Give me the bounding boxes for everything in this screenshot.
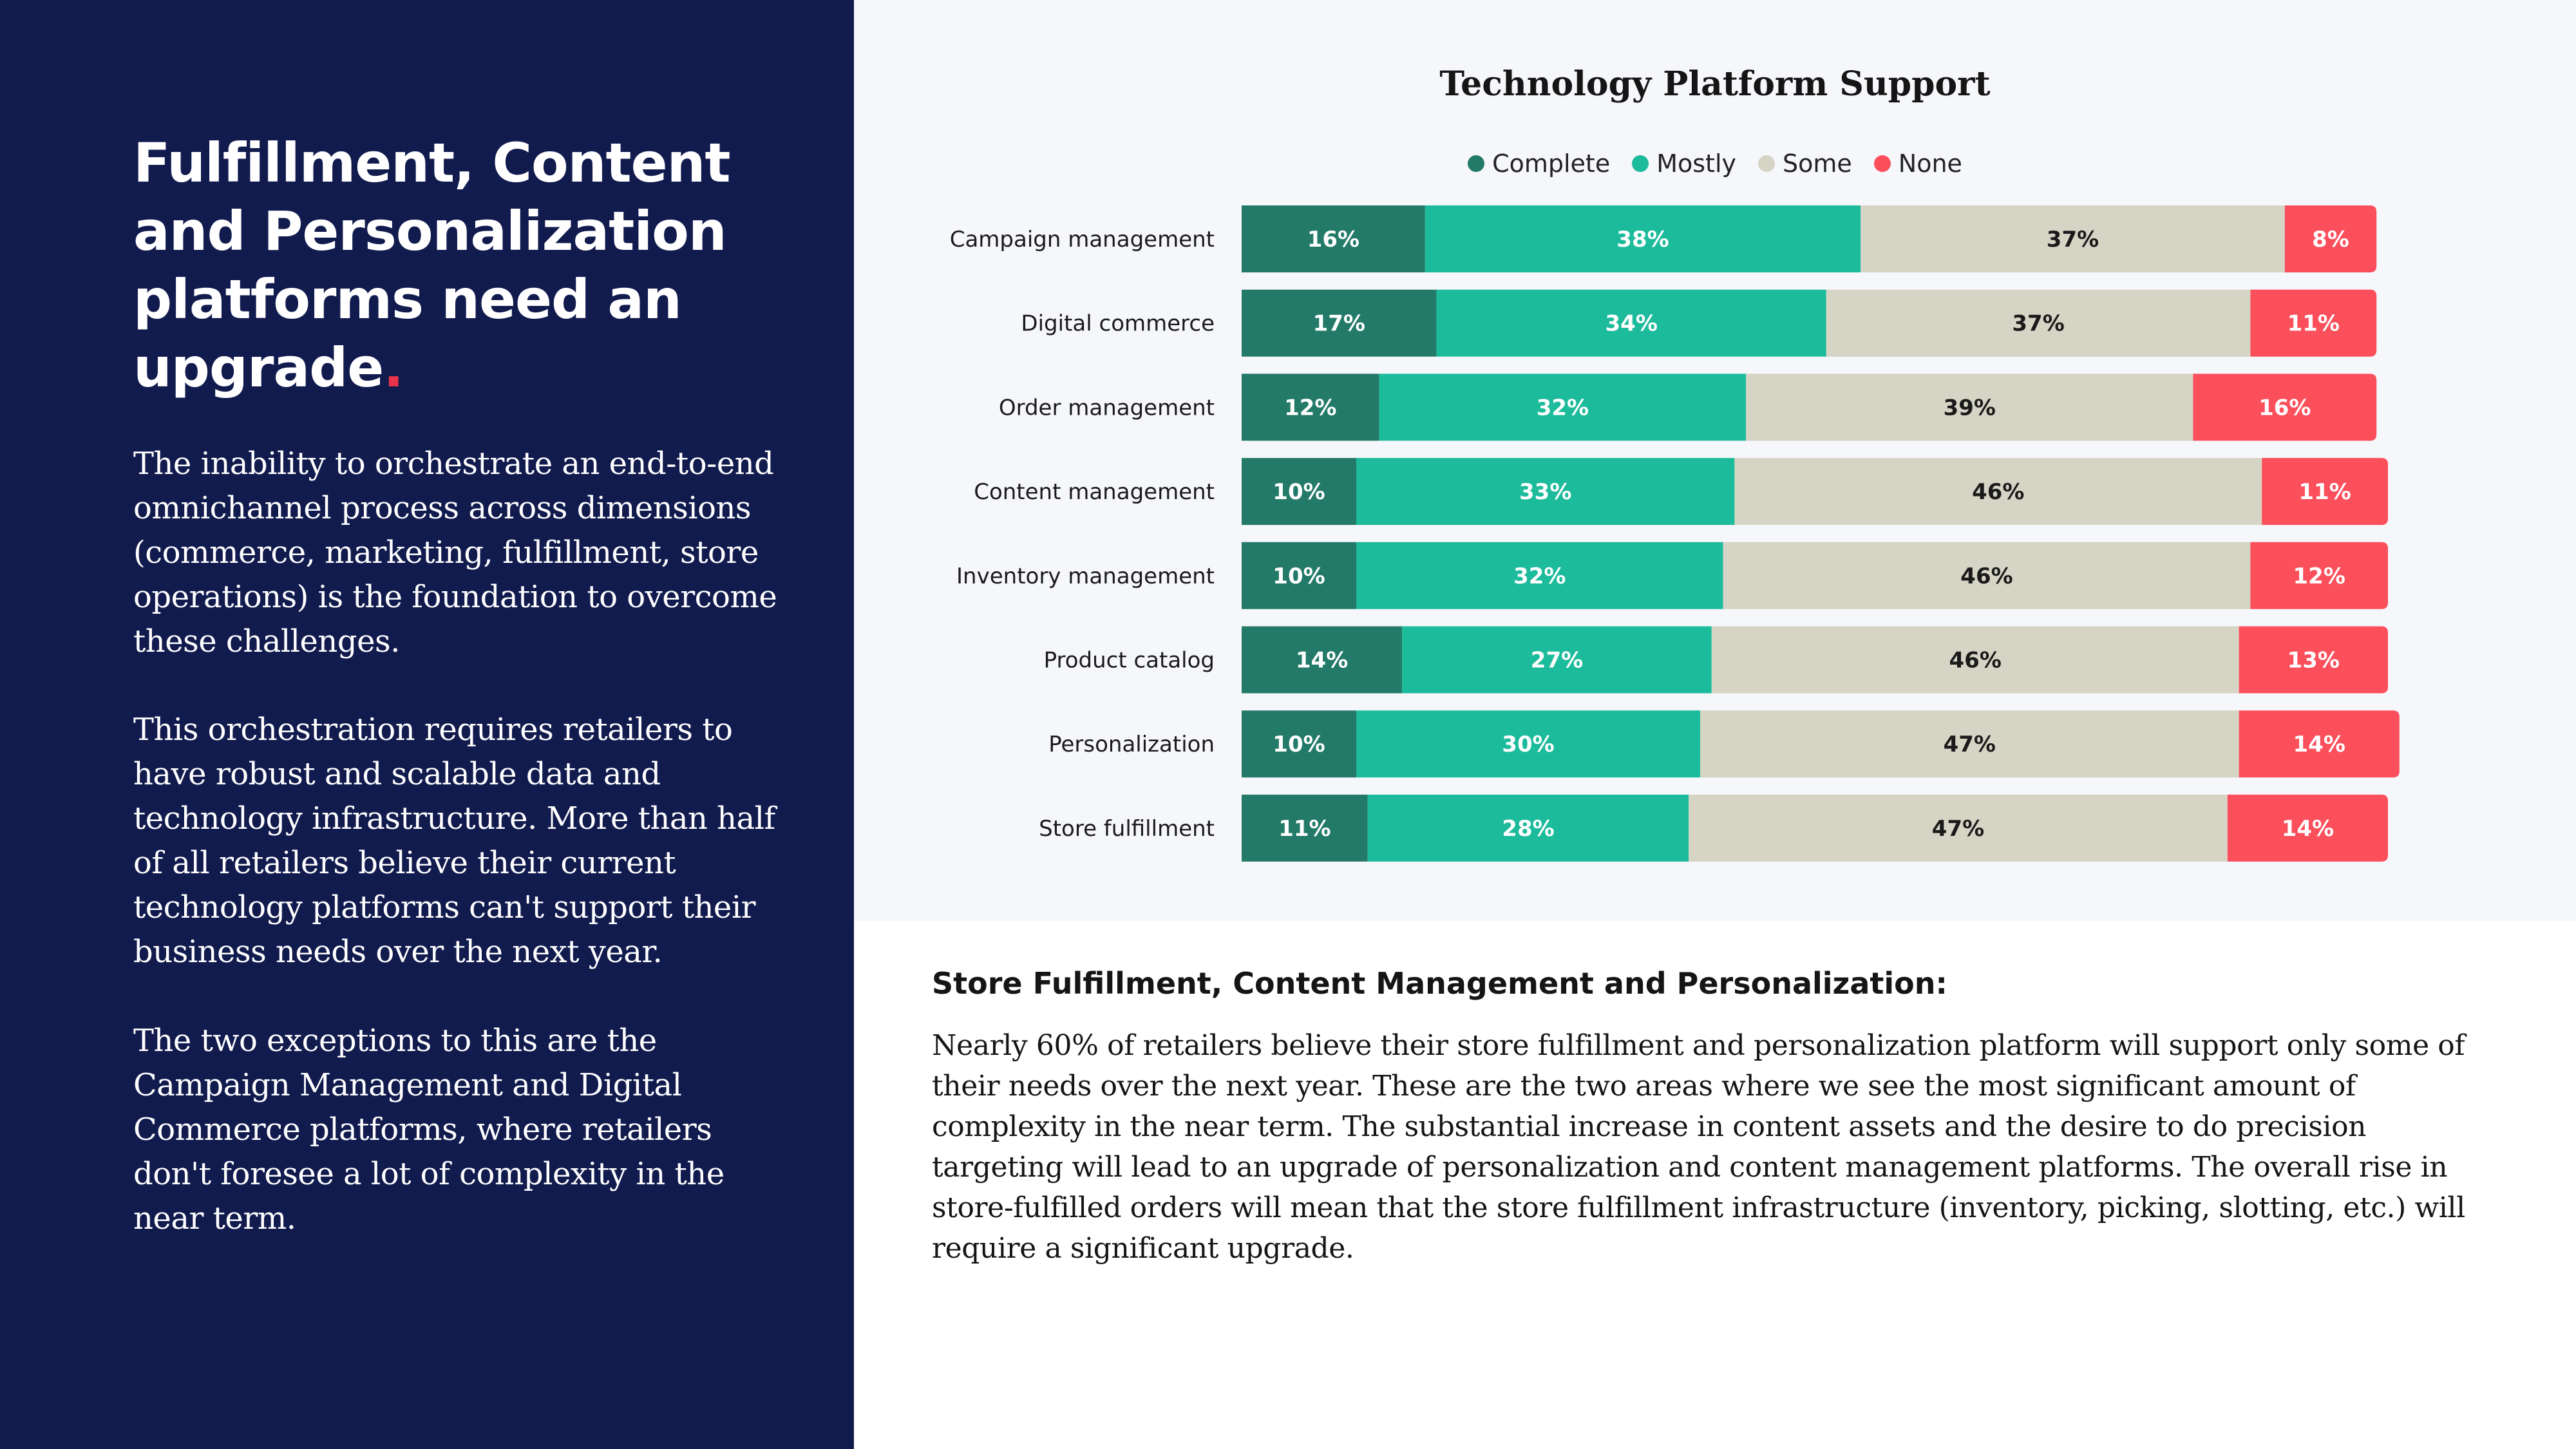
category-label-inventory-management: Inventory management: [956, 564, 1215, 589]
bar-store-fulfillment-complete: [1242, 794, 1368, 862]
headline-text: Fulfillment, Content and Personalization…: [133, 131, 731, 399]
bar-inventory-management-some: [1723, 542, 2251, 609]
data-label-content-management-none: 11%: [2298, 479, 2351, 505]
bar-store-fulfillment-mostly: [1367, 794, 1689, 862]
bar-content-management-some: [1734, 458, 2262, 526]
data-label-order-management-mostly: 32%: [1537, 395, 1589, 421]
data-label-digital-commerce-some: 37%: [2012, 311, 2064, 337]
data-label-campaign-management-none: 8%: [2312, 227, 2349, 252]
legend-item-some: Some: [1758, 149, 1852, 178]
bar-store-fulfillment-none: [2227, 794, 2388, 862]
legend-item-mostly: Mostly: [1632, 149, 1736, 178]
bar-personalization-some: [1700, 710, 2239, 778]
intro-paragraph-3: The two exceptions to this are the Campa…: [133, 1023, 724, 1236]
intro-paragraph-1: The inability to orchestrate an end-to-e…: [133, 446, 777, 659]
chart-legend: Complete Mostly Some None: [854, 149, 2576, 178]
legend-label-some: Some: [1783, 149, 1852, 178]
legend-swatch-none: [1873, 155, 1891, 172]
chart-title: Technology Platform Support: [1439, 64, 1991, 104]
data-label-store-fulfillment-some: 47%: [1932, 816, 1984, 842]
legend-swatch-complete: [1468, 155, 1485, 172]
data-label-inventory-management-none: 12%: [2293, 564, 2345, 589]
category-label-campaign-management: Campaign management: [950, 227, 1215, 252]
data-label-digital-commerce-none: 11%: [2287, 311, 2340, 337]
bar-digital-commerce-complete: [1242, 289, 1437, 357]
bar-digital-commerce-mostly: [1436, 289, 1826, 357]
bar-digital-commerce-some: [1826, 289, 2251, 357]
data-label-inventory-management-some: 46%: [1960, 564, 2012, 589]
bar-product-catalog-some: [1711, 626, 2239, 694]
category-label-product-catalog: Product catalog: [1044, 648, 1215, 674]
category-label-content-management: Content management: [974, 479, 1215, 505]
bar-campaign-management-some: [1861, 205, 2285, 272]
data-label-inventory-management-complete: 10%: [1273, 564, 1325, 589]
data-label-digital-commerce-complete: 17%: [1313, 311, 1365, 337]
bar-content-management-complete: [1242, 458, 1356, 526]
data-label-campaign-management-mostly: 38%: [1616, 227, 1669, 252]
bar-product-catalog-none: [2239, 626, 2388, 694]
bar-campaign-management-mostly: [1425, 205, 1861, 272]
data-label-order-management-some: 39%: [1944, 395, 1996, 421]
bar-campaign-management-none: [2284, 205, 2377, 272]
data-label-content-management-some: 46%: [1972, 479, 2024, 505]
data-label-product-catalog-some: 46%: [1949, 648, 2002, 674]
category-label-digital-commerce: Digital commerce: [1021, 311, 1215, 337]
bar-digital-commerce-none: [2250, 289, 2377, 357]
data-label-personalization-mostly: 30%: [1502, 732, 1554, 757]
intro-paragraph-2: This orchestration requires retailers to…: [133, 712, 775, 970]
data-label-inventory-management-mostly: 32%: [1513, 564, 1566, 589]
bar-content-management-mostly: [1356, 458, 1735, 526]
data-label-order-management-none: 16%: [2259, 395, 2311, 421]
legend-label-none: None: [1898, 149, 1962, 178]
legend-label-mostly: Mostly: [1656, 149, 1736, 178]
bar-inventory-management-complete: [1242, 542, 1356, 609]
data-label-campaign-management-complete: 16%: [1307, 227, 1359, 252]
category-label-personalization: Personalization: [1048, 732, 1215, 757]
bar-store-fulfillment-some: [1689, 794, 2228, 862]
data-label-campaign-management-some: 37%: [2047, 227, 2099, 252]
bar-personalization-none: [2239, 710, 2400, 778]
section-body-text: Nearly 60% of retailers believe their st…: [932, 1029, 2465, 1265]
data-label-content-management-complete: 10%: [1273, 479, 1325, 505]
bar-order-management-none: [2193, 374, 2377, 441]
bar-campaign-management-complete: [1242, 205, 1425, 272]
data-label-product-catalog-none: 13%: [2287, 648, 2340, 674]
bar-order-management-some: [1746, 374, 2193, 441]
data-label-personalization-none: 14%: [2293, 732, 2345, 757]
bar-product-catalog-complete: [1242, 626, 1403, 694]
bar-personalization-mostly: [1356, 710, 1700, 778]
data-label-personalization-some: 47%: [1944, 732, 1996, 757]
data-label-store-fulfillment-none: 14%: [2282, 816, 2334, 842]
stacked-bar-chart: Campaign management 16% 38% 37% 8% Digital co…: [950, 205, 2400, 862]
bar-inventory-management-mostly: [1356, 542, 1723, 609]
data-label-store-fulfillment-mostly: 28%: [1502, 816, 1554, 842]
legend-item-complete: Complete: [1468, 149, 1610, 178]
section-subheading: Store Fulfillment, Content Management an…: [932, 966, 1947, 1001]
data-label-product-catalog-mostly: 27%: [1531, 648, 1583, 674]
data-label-personalization-complete: 10%: [1273, 732, 1325, 757]
bar-order-management-complete: [1242, 374, 1379, 441]
bar-inventory-management-none: [2250, 542, 2388, 609]
legend-label-complete: Complete: [1492, 149, 1611, 178]
left-panel: Fulfillment, Content and Personalization…: [0, 0, 854, 1449]
category-label-order-management: Order management: [999, 395, 1215, 421]
legend-swatch-some: [1758, 155, 1775, 172]
headline: Fulfillment, Content and Personalization…: [133, 129, 810, 402]
headline-accent-dot: .: [383, 336, 404, 399]
bar-product-catalog-mostly: [1402, 626, 1712, 694]
category-label-store-fulfillment: Store fulfillment: [1039, 816, 1215, 842]
legend-swatch-mostly: [1632, 155, 1649, 172]
bar-content-management-none: [2262, 458, 2388, 526]
bar-order-management-mostly: [1379, 374, 1747, 441]
data-label-content-management-mostly: 33%: [1519, 479, 1571, 505]
data-label-product-catalog-complete: 14%: [1296, 648, 1348, 674]
data-label-store-fulfillment-complete: 11%: [1278, 816, 1331, 842]
bar-personalization-complete: [1242, 710, 1356, 778]
data-label-digital-commerce-mostly: 34%: [1605, 311, 1658, 337]
data-label-order-management-complete: 12%: [1284, 395, 1336, 421]
legend-item-none: None: [1873, 149, 1962, 178]
